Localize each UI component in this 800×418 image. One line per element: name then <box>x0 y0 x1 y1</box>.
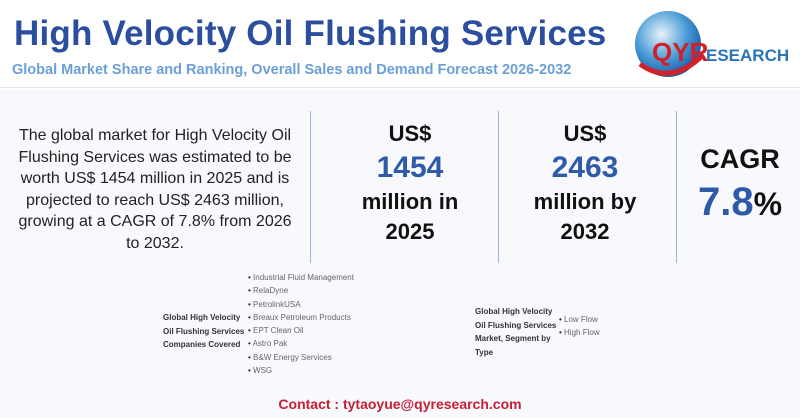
divider <box>676 111 677 263</box>
list-item: EPT Clean Oil <box>248 324 354 337</box>
label-line: Market, Segment by <box>475 334 551 343</box>
currency-label: US$ <box>388 121 432 146</box>
companies-label: Global High Velocity Oil Flushing Servic… <box>163 311 244 352</box>
main-panel: The global market for High Velocity Oil … <box>0 89 800 418</box>
list-item: RelaDyne <box>248 284 354 297</box>
list-item: Breaux Petroleum Products <box>248 311 354 324</box>
divider <box>310 111 311 263</box>
cagr-value: 7.8% <box>680 177 800 229</box>
label-line: Global High Velocity <box>163 313 241 322</box>
header: High Velocity Oil Flushing Services Glob… <box>0 0 800 88</box>
stat-cagr: CAGR 7.8% <box>680 141 800 229</box>
label-line: Oil Flushing Services <box>475 320 557 330</box>
market-value-2025: 1454 <box>376 151 444 184</box>
list-item: Astro Pak <box>248 337 354 350</box>
label-line: Global High Velocity <box>475 307 553 316</box>
page-title: High Velocity Oil Flushing Services <box>14 14 607 53</box>
market-summary: The global market for High Velocity Oil … <box>18 127 292 252</box>
list-item: High Flow <box>559 326 600 339</box>
qyresearch-logo: QYR ESEARCH <box>635 11 789 77</box>
list-item: B&W Energy Services <box>248 351 354 364</box>
divider <box>498 111 499 263</box>
list-item: WSG <box>248 364 354 377</box>
segments-label: Global High Velocity Oil Flushing Servic… <box>475 305 556 359</box>
label-line: Companies Covered <box>163 340 241 349</box>
stat-2025: US$ 1454 million in 2025 <box>330 119 490 247</box>
stat-unit: million in <box>361 189 459 214</box>
list-item: Industrial Fluid Management <box>248 271 354 284</box>
cagr-label: CAGR <box>700 144 780 174</box>
list-item: PetrolinkUSA <box>248 298 354 311</box>
svg-text:QYR: QYR <box>652 37 709 67</box>
cagr-number: 7.8 <box>697 180 754 224</box>
page-subtitle: Global Market Share and Ranking, Overall… <box>12 62 572 78</box>
market-value-2032: 2463 <box>551 151 619 184</box>
currency-label: US$ <box>563 121 607 146</box>
label-line: Type <box>475 347 494 357</box>
label-line: Oil Flushing Services <box>163 326 245 336</box>
svg-text:ESEARCH: ESEARCH <box>706 46 789 65</box>
segments-list: Low Flow High Flow <box>559 313 600 340</box>
contact-info: Contact : tytaoyue@qyresearch.com <box>278 396 522 412</box>
stat-unit: million by <box>533 189 637 214</box>
stat-year: 2025 <box>385 219 435 244</box>
cagr-unit: % <box>753 186 783 222</box>
companies-list: Industrial Fluid Management RelaDyne Pet… <box>248 271 354 377</box>
stat-year: 2032 <box>560 219 610 244</box>
stat-2032: US$ 2463 million by 2032 <box>505 119 665 247</box>
list-item: Low Flow <box>559 313 600 326</box>
